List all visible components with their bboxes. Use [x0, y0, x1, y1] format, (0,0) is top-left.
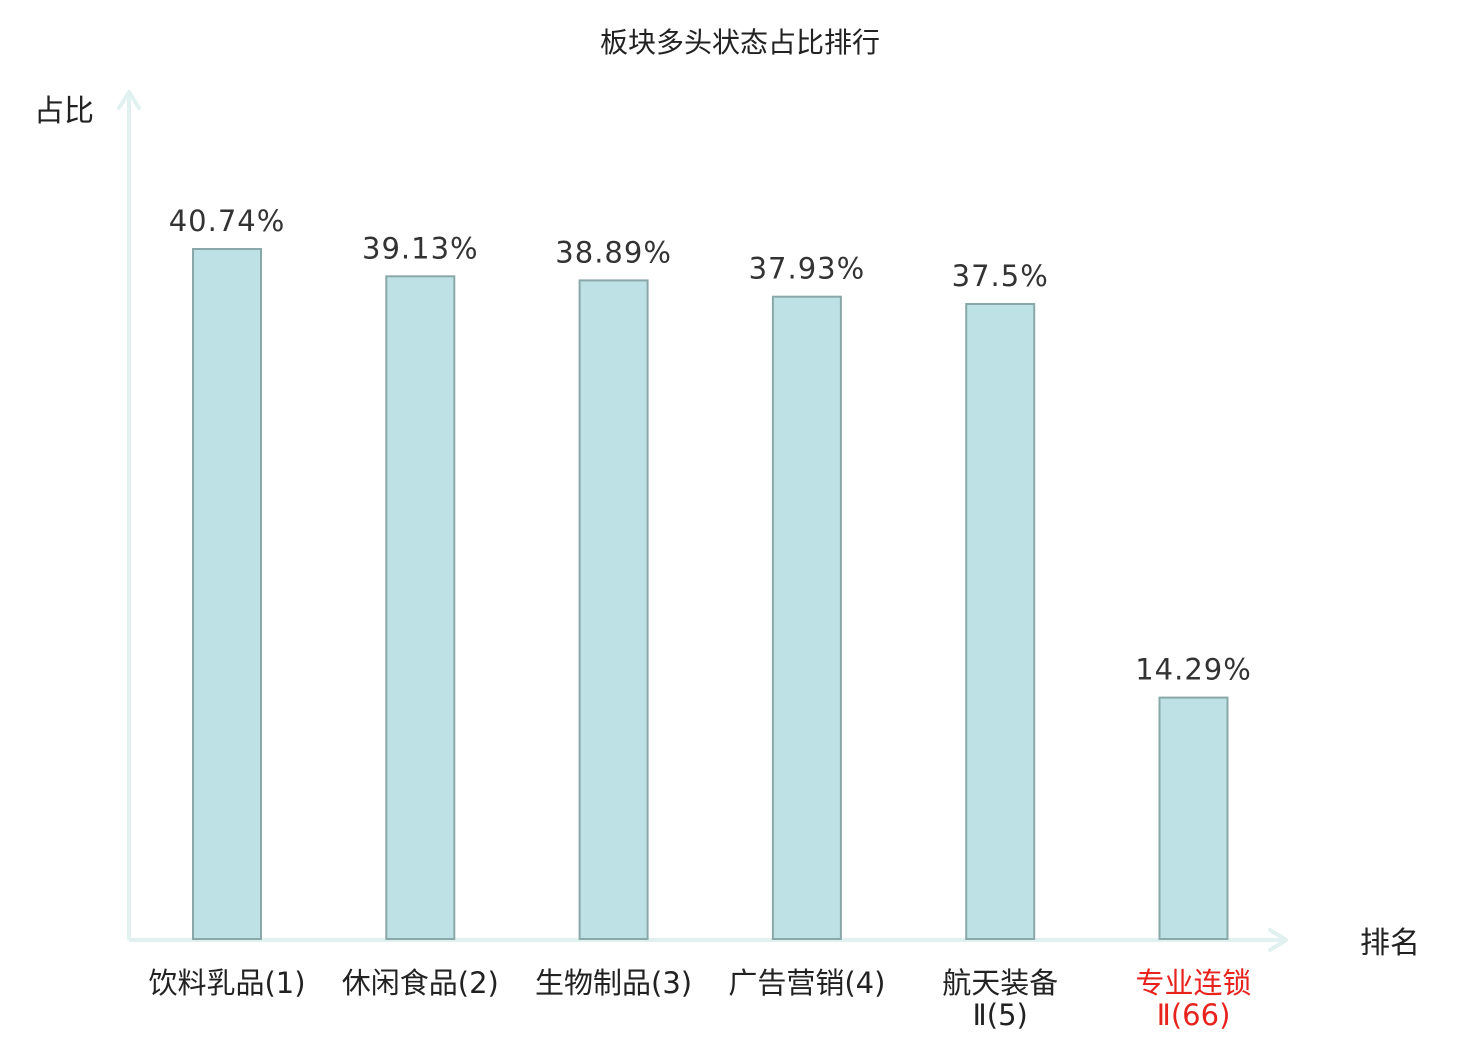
y-axis-label: 占比	[34, 94, 94, 129]
chart-title: 板块多头状态占比排行	[600, 26, 880, 59]
bar	[385, 275, 456, 940]
bar	[192, 248, 262, 940]
x-axis	[129, 928, 1288, 952]
category-label: 广告营销(4)	[728, 966, 885, 1000]
bar	[965, 303, 1036, 940]
value-labels: 40.74% 39.13% 38.89% 37.93% 37.5% 14.29%	[169, 204, 1252, 687]
value-label: 39.13%	[362, 231, 479, 265]
value-label: 37.5%	[952, 259, 1049, 293]
x-axis-arrow-icon	[1268, 928, 1288, 952]
x-axis-label: 排名	[1360, 926, 1420, 961]
category-label: 休闲食品(2)	[342, 966, 499, 1000]
y-axis	[117, 90, 141, 940]
category-label: 航天装备	[942, 966, 1058, 1000]
y-axis-arrow-icon	[117, 90, 141, 110]
bar	[1158, 696, 1229, 940]
category-label: Ⅱ(66)	[1157, 998, 1231, 1032]
category-label: 专业连锁	[1135, 966, 1251, 1000]
value-label: 14.29%	[1135, 653, 1252, 687]
bar	[771, 295, 842, 940]
value-label: 40.74%	[169, 204, 286, 238]
bar-series	[192, 248, 1229, 940]
category-label: Ⅱ(5)	[973, 998, 1028, 1032]
value-label: 38.89%	[555, 235, 672, 269]
category-label: 饮料乳品(1)	[148, 966, 305, 1000]
bar	[578, 279, 649, 940]
category-label: 生物制品(3)	[535, 966, 692, 1000]
value-label: 37.93%	[749, 252, 866, 286]
